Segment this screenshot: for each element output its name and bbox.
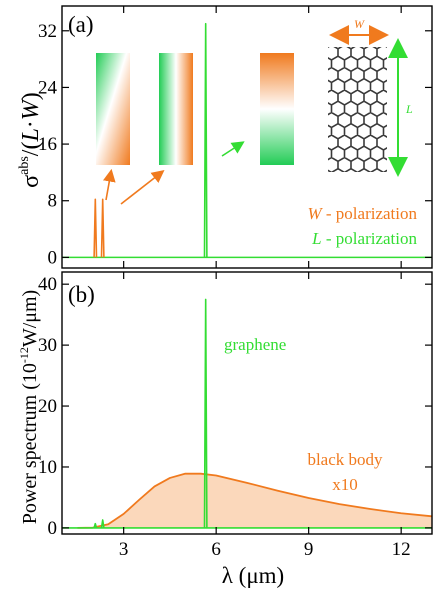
blackbody-series-label-line1: black body [307,450,383,469]
mode-3-pointer-arrow [221,141,245,157]
blackbody-area-fill [77,473,432,528]
panel-a-series-1-peak-2 [100,198,105,258]
x-tick-label-9: 9 [304,539,314,560]
graphene-ribbon-inset: W L [328,17,413,177]
y-label-unit: W/μm) [19,290,41,347]
graphene-peak-2 [100,519,105,529]
graphene-ribbon-lattice [328,47,387,172]
legend-l-text: - polarization [322,229,418,248]
panel-b-ytick-label-0: 0 [48,518,58,539]
y-label-sup: abs [17,156,32,175]
x-tick-label-3: 3 [119,539,129,560]
panel-a-ytick-label-24: 24 [38,77,58,98]
y-label-L: L [18,128,44,142]
legend-w-polarization: W - polarization [307,204,417,223]
legend-l-symbol: L [311,229,321,248]
y-label-close: ) [18,92,44,100]
panel-b-y-axis-label: Power spectrum (10-12W/μm) [17,290,41,524]
panel-b-ytick-label-30: 30 [38,335,57,356]
mode-2-pointer-arrow [120,170,165,205]
panel-b-ticks: 0 10 20 30 40 3 6 9 12 [38,272,432,560]
panel-b-plot-area [62,298,432,529]
graphene-series-label: graphene [224,335,286,354]
x-axis-label: λ (μm) [222,563,284,588]
panel-b-ytick-label-20: 20 [38,396,57,417]
y-label-sigma: σ [18,175,44,188]
length-dimension-label: L [405,102,413,116]
mode-pattern-2-image [159,53,193,165]
y-label-main: Power spectrum (10 [19,363,41,524]
x-tick-label-6: 6 [211,539,221,560]
panel-a-plot-area [62,22,432,259]
mode-pattern-1-image [96,53,130,165]
panel-a-ytick-label-16: 16 [38,134,57,155]
panel-a-ytick-label-8: 8 [48,191,58,212]
y-label-exponent: -12 [17,347,31,363]
width-dimension-label: W [354,17,365,31]
legend-w-symbol: W [307,204,323,223]
x-tick-label-12: 12 [392,539,411,560]
panel-b: 0 10 20 30 40 3 6 9 12 (b) Power spectrum (10-12… [17,271,433,588]
graphene-peak-3 [203,298,208,528]
panel-a-label: (a) [68,12,94,37]
panel-a-ytick-label-32: 32 [38,21,57,42]
blackbody-series-label-line2: x10 [332,475,358,494]
panel-b-ytick-label-10: 10 [38,457,57,478]
panel-b-ytick-label-40: 40 [38,274,57,295]
y-label-slash: /( [18,142,44,157]
legend-l-polarization: L - polarization [311,229,417,248]
panel-a-ticks: 0 8 16 24 32 [38,6,432,268]
panel-a-frame [61,5,433,269]
panel-b-frame [61,271,433,535]
legend-w-text: - polarization [322,204,418,223]
mode-pattern-3-image [260,53,294,165]
mode-1-pointer-arrow [103,168,116,201]
blackbody-curve [77,472,432,529]
y-label-dot: · [18,120,44,128]
panel-b-label: (b) [68,282,95,307]
panel-a-series-2-peak-1 [203,22,208,258]
y-label-W: W [18,98,44,120]
panel-a-y-axis-label: σabs/(L·W) [17,92,44,188]
panel-a-series-1-peak-1 [93,198,98,258]
panel-a-ytick-label-0: 0 [48,247,58,268]
graphene-peak-1 [93,522,98,529]
